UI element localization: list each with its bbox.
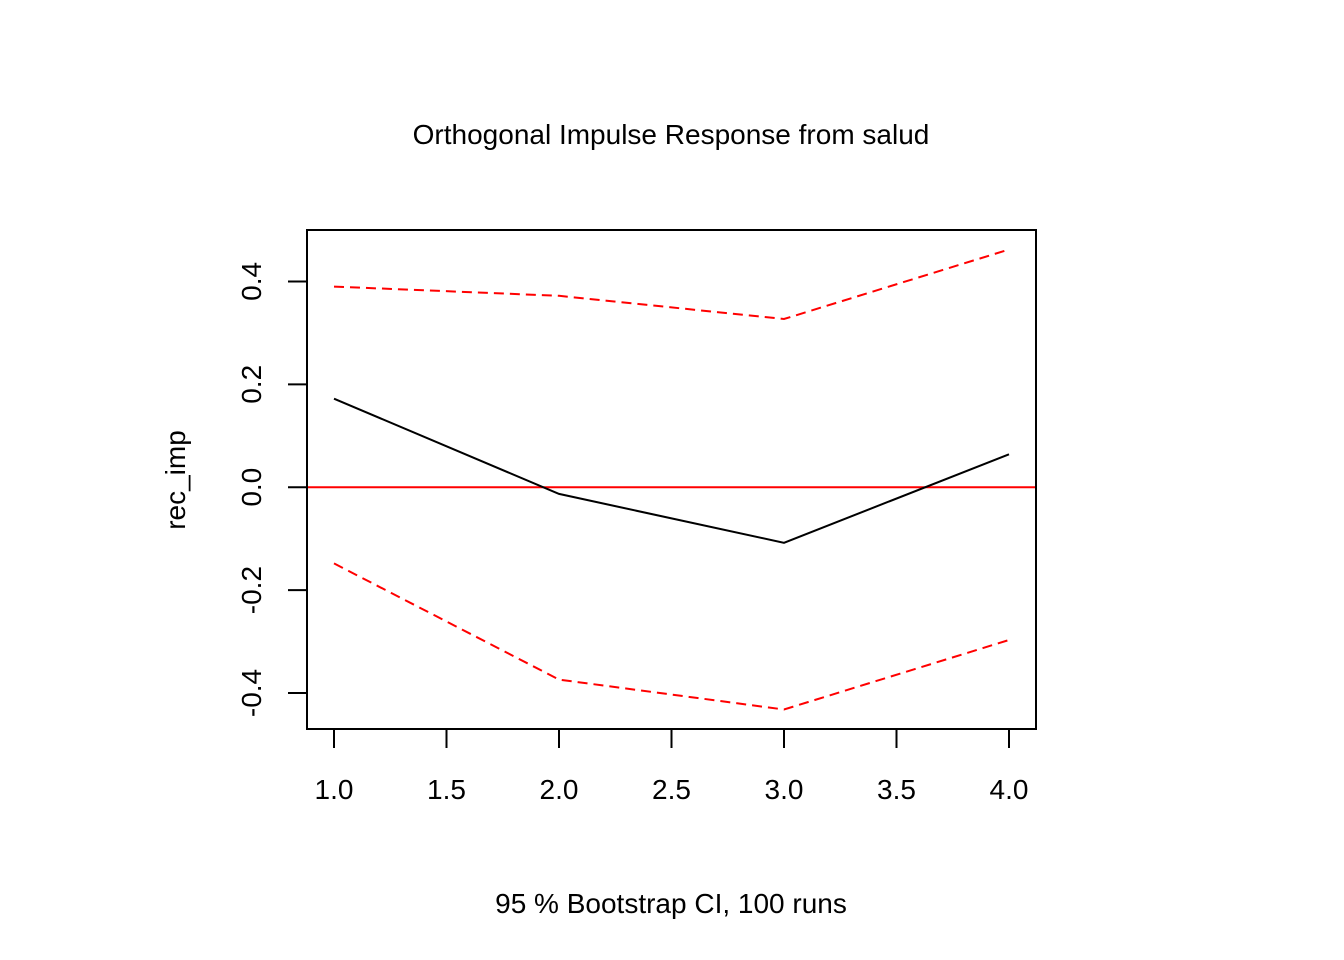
y-tick-label: 0.0 [236,468,267,507]
response-line [333,397,1010,544]
x-tick-label: 1.0 [315,774,354,805]
x-tick-label: 2.0 [540,774,579,805]
x-tick-label: 4.0 [990,774,1029,805]
y-tick-label: 0.2 [236,365,267,404]
y-tick-label: -0.2 [236,566,267,614]
x-axis-label: 95 % Bootstrap CI, 100 runs [495,888,847,919]
x-tick-label: 2.5 [652,774,691,805]
y-axis-label: rec_imp [160,430,191,530]
series-layer [333,248,1010,711]
x-tick-label: 1.5 [427,774,466,805]
y-tick-label: -0.4 [236,669,267,717]
plot-frame [306,229,1037,730]
x-tick-label: 3.5 [877,774,916,805]
upper-ci-line [333,248,1010,321]
y-tick-label: 0.4 [236,262,267,301]
chart-title: Orthogonal Impulse Response from salud [413,119,930,150]
axis-layer: 1.0 1.5 2.0 2.5 3.0 3.5 4.0 -0.4 -0.2 0.0 0.2 0.4 [236,262,1028,805]
lower-ci-line [333,562,1010,711]
x-tick-label: 3.0 [765,774,804,805]
